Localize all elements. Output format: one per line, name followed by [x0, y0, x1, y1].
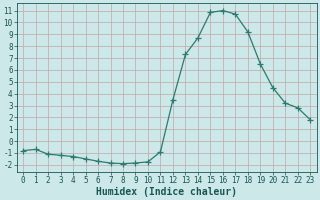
X-axis label: Humidex (Indice chaleur): Humidex (Indice chaleur)	[96, 186, 237, 197]
